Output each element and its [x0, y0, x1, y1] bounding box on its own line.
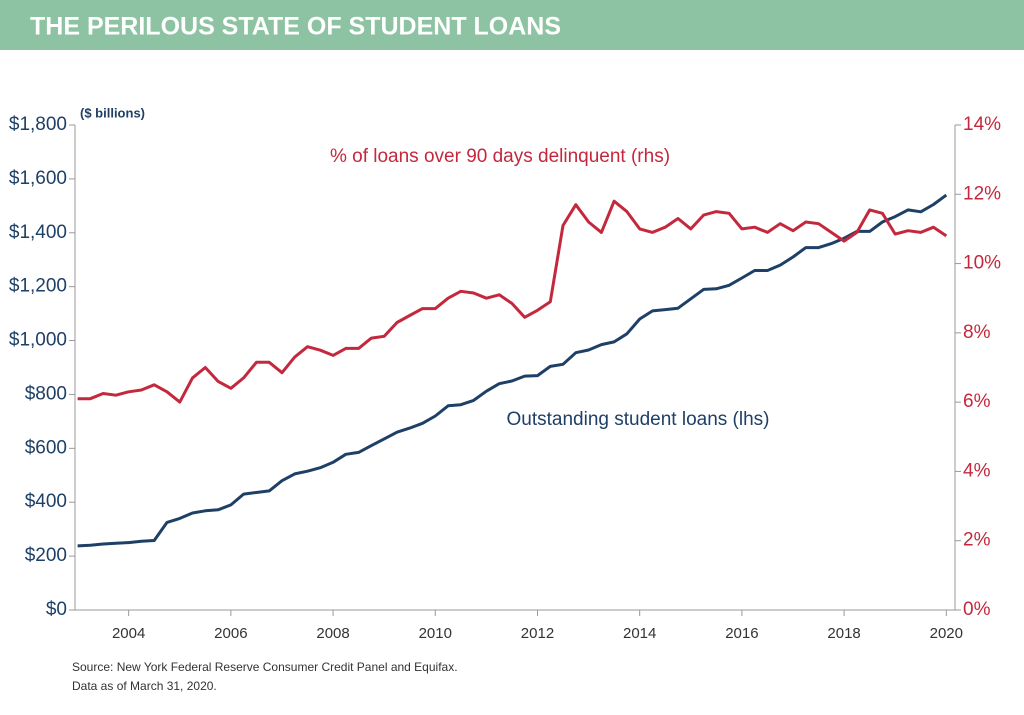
series-label: % of loans over 90 days delinquent (rhs) [330, 146, 670, 167]
y2-tick-label: 14% [963, 114, 1001, 135]
x-tick-label: 2004 [112, 625, 145, 642]
x-tick-label: 2018 [827, 625, 860, 642]
source-note: Source: New York Federal Reserve Consume… [72, 660, 458, 674]
y-tick-label: $600 [25, 437, 67, 458]
y2-tick-label: 6% [963, 391, 991, 412]
y-tick-label: $0 [46, 599, 67, 620]
y-tick-label: $1,400 [9, 222, 67, 243]
y2-tick-label: 10% [963, 253, 1001, 274]
chart-title: THE PERILOUS STATE OF STUDENT LOANS [30, 13, 561, 41]
y2-tick-label: 4% [963, 460, 991, 481]
y2-tick-label: 2% [963, 530, 991, 551]
y-tick-label: $200 [25, 545, 67, 566]
series-line [77, 199, 948, 404]
title-banner [0, 0, 1024, 50]
y-tick-label: $1,600 [9, 168, 67, 189]
y2-tick-label: 0% [963, 599, 991, 620]
y-tick-label: $1,800 [9, 114, 67, 135]
x-tick-label: 2014 [623, 625, 656, 642]
x-tick-label: 2010 [419, 625, 452, 642]
date-note: Data as of March 31, 2020. [72, 679, 217, 693]
x-tick-label: 2020 [930, 625, 963, 642]
x-tick-label: 2012 [521, 625, 554, 642]
y-tick-label: $400 [25, 491, 67, 512]
x-tick-label: 2008 [316, 625, 349, 642]
y-tick-label: $1,200 [9, 276, 67, 297]
x-tick-label: 2006 [214, 625, 247, 642]
y-tick-label: $1,000 [9, 330, 67, 351]
series-line [77, 193, 948, 548]
y2-tick-label: 8% [963, 322, 991, 343]
series-label: Outstanding student loans (lhs) [507, 409, 770, 430]
x-tick-label: 2016 [725, 625, 758, 642]
y-tick-label: $800 [25, 383, 67, 404]
y-axis-label: ($ billions) [80, 105, 145, 120]
y2-tick-label: 12% [963, 183, 1001, 204]
